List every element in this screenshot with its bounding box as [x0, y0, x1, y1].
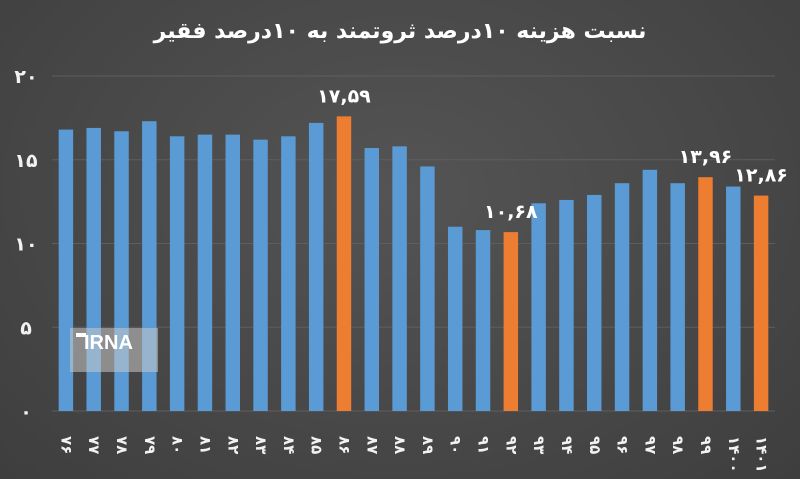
x-tick-label: ۸۵: [308, 436, 326, 454]
x-tick-label: ۹۷: [641, 436, 659, 454]
bar: [531, 203, 546, 411]
bar: [475, 230, 491, 411]
bar: [308, 122, 324, 412]
x-tick-label: ۹۸: [669, 436, 687, 454]
bar: [614, 183, 630, 411]
x-axis-ticks: ۷۶ ۷۷ ۷۸ ۷۹ ۸۰ ۸۱ ۸۲ ۸۳ ۸۴ ۸۵ ۸۶ ۸۷ ۸۸ ۸۹ ۹۰ ۹۱ ۹۲ ۹۳ ۹۴ ۹۵…: [57, 436, 770, 473]
x-tick-label: ۷۸: [113, 436, 131, 454]
x-tick-label: ۸۸: [391, 436, 409, 454]
data-label: ۱۲,۸۶: [734, 165, 788, 187]
x-tick-label: ۸۰: [169, 436, 187, 454]
bar: [197, 134, 213, 411]
x-tick-label: ۸۴: [280, 436, 298, 454]
chart-title: نسبت هزینه ۱۰درصد ثروتمند به ۱۰درصد فقیر: [153, 19, 647, 44]
x-tick-label: ۸۳: [252, 436, 270, 454]
x-tick-label: ۹۳: [530, 436, 548, 454]
y-tick-label: ۱۵: [14, 150, 38, 172]
bar: [58, 129, 74, 411]
x-tick-label: ۷۶: [57, 436, 75, 454]
bar: [420, 166, 435, 411]
y-tick-label: ۵: [20, 317, 32, 339]
x-tick-label: ۹۱: [475, 436, 493, 454]
bar: [447, 226, 463, 411]
bar: [559, 199, 574, 411]
bar: [670, 183, 685, 411]
data-label: ۱۳,۹۶: [679, 146, 733, 168]
bar: [726, 186, 741, 411]
x-tick-label: ۹۶: [614, 436, 632, 454]
x-tick-label: ۹۵: [586, 436, 604, 454]
bar: [364, 148, 380, 411]
y-axis-ticks: ۰ ۵ ۱۰ ۱۵ ۲۰: [14, 66, 38, 423]
irna-watermark: IRNA: [70, 328, 158, 372]
bar-highlighted: [753, 195, 769, 411]
x-tick-label: ۹۰: [447, 436, 465, 454]
bar: [225, 134, 240, 411]
x-tick-label: ۱۴۰۰: [725, 436, 743, 473]
x-tick-label: ۷۹: [141, 436, 159, 454]
bars: [58, 116, 769, 412]
y-tick-label: ۱۰: [14, 234, 37, 256]
x-tick-label: ۹۴: [558, 436, 576, 454]
bar: [253, 139, 268, 411]
x-tick-label: ۸۲: [224, 436, 242, 454]
bar: [392, 146, 407, 411]
x-tick-label: ۹۲: [502, 436, 520, 454]
x-tick-label: ۷۷: [85, 436, 103, 454]
bar: [169, 136, 185, 412]
x-tick-label: ۸۱: [196, 436, 214, 454]
x-tick-label: ۹۹: [697, 436, 715, 454]
x-tick-label: ۸۹: [419, 436, 437, 454]
bar: [281, 136, 296, 412]
x-tick-label: ۱۴۰۱: [753, 436, 771, 473]
x-tick-label: ۸۶: [335, 436, 353, 454]
data-label: ۱۷,۵۹: [317, 85, 371, 107]
data-label: ۱۰,۶۸: [484, 201, 538, 223]
bar-highlighted: [503, 232, 519, 411]
bar: [642, 169, 658, 411]
bar: [587, 194, 602, 411]
y-tick-label: ۰: [20, 401, 32, 423]
watermark-text: IRNA: [84, 332, 133, 354]
y-tick-label: ۲۰: [14, 66, 37, 88]
irna-logo-icon: [76, 333, 86, 337]
x-tick-label: ۸۷: [363, 436, 381, 454]
bar-highlighted: [336, 116, 352, 412]
gridlines: [52, 75, 775, 412]
bar-highlighted: [698, 177, 713, 411]
